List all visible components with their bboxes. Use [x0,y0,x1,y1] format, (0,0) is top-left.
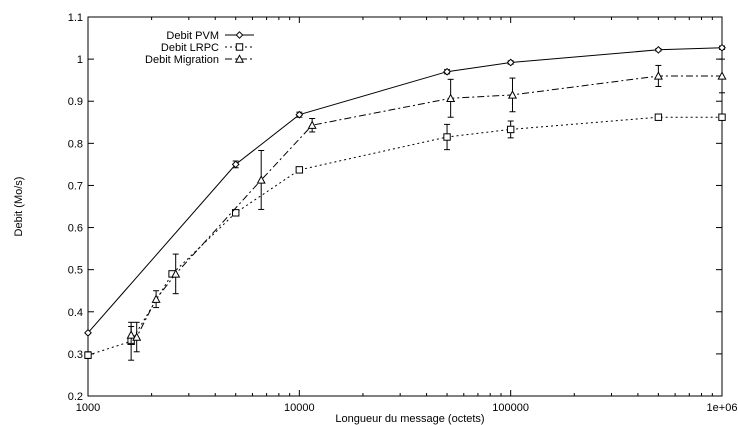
data-point-debit-lrpc [718,113,726,121]
x-tick-label: 1e+06 [707,402,738,414]
data-point-debit-migration [171,269,181,278]
series-line-debit-migration [130,75,722,338]
data-point-debit-pvm [506,58,515,67]
data-point-debit-lrpc [295,166,304,174]
plot-frame [87,16,723,397]
data-point-debit-lrpc [654,113,663,121]
y-tick-label: 0.4 [68,307,83,319]
series-line-debit-lrpc [87,116,722,356]
legend-marker-debit-lrpc [235,43,244,51]
data-point-debit-migration [132,332,142,341]
data-point-debit-migration [507,90,518,99]
y-tick-label: 0.8 [68,138,83,150]
legend-marker-debit-migration [234,54,245,63]
data-point-debit-migration [151,294,161,303]
data-point-debit-pvm [231,160,240,169]
y-tick-label: 1 [77,54,83,66]
data-point-debit-pvm [718,43,726,52]
data-point-debit-migration [256,175,266,184]
y-tick-label: 0.2 [68,391,83,403]
legend-label-debit-lrpc: Debit LRPC [161,42,219,54]
y-tick-label: 0.3 [68,349,83,361]
y-tick-label: 0.5 [68,265,83,277]
data-point-debit-migration [653,71,663,80]
x-tick-label: 100000 [492,402,529,414]
data-point-debit-lrpc [84,351,92,359]
data-point-debit-pvm [84,328,92,337]
data-point-debit-migration [717,71,727,80]
y-tick-label: 0.6 [68,223,83,235]
data-point-debit-pvm [654,45,663,54]
data-point-debit-pvm [443,67,451,76]
series-line-debit-pvm [87,47,723,334]
data-point-debit-migration [446,93,456,102]
x-tick-label: 10000 [284,402,315,414]
y-axis-title: Debit (Mo/s) [13,177,25,237]
legend-label-debit-migration: Debit Migration [145,54,219,66]
y-tick-label: 0.9 [68,96,83,108]
y-tick-label: 1.1 [68,12,83,24]
data-point-debit-pvm [295,110,304,119]
legend-marker-debit-pvm [235,31,244,39]
data-point-debit-lrpc [506,125,515,134]
y-tick-label: 0.7 [68,180,83,192]
data-point-debit-migration [126,330,136,339]
x-axis-title: Longueur du message (octets) [335,413,484,425]
data-point-debit-lrpc [443,133,451,141]
x-tick-label: 1000 [76,402,100,414]
data-point-debit-migration [307,120,317,129]
legend-label-debit-pvm: Debit PVM [166,30,219,42]
data-point-debit-lrpc [232,209,240,217]
